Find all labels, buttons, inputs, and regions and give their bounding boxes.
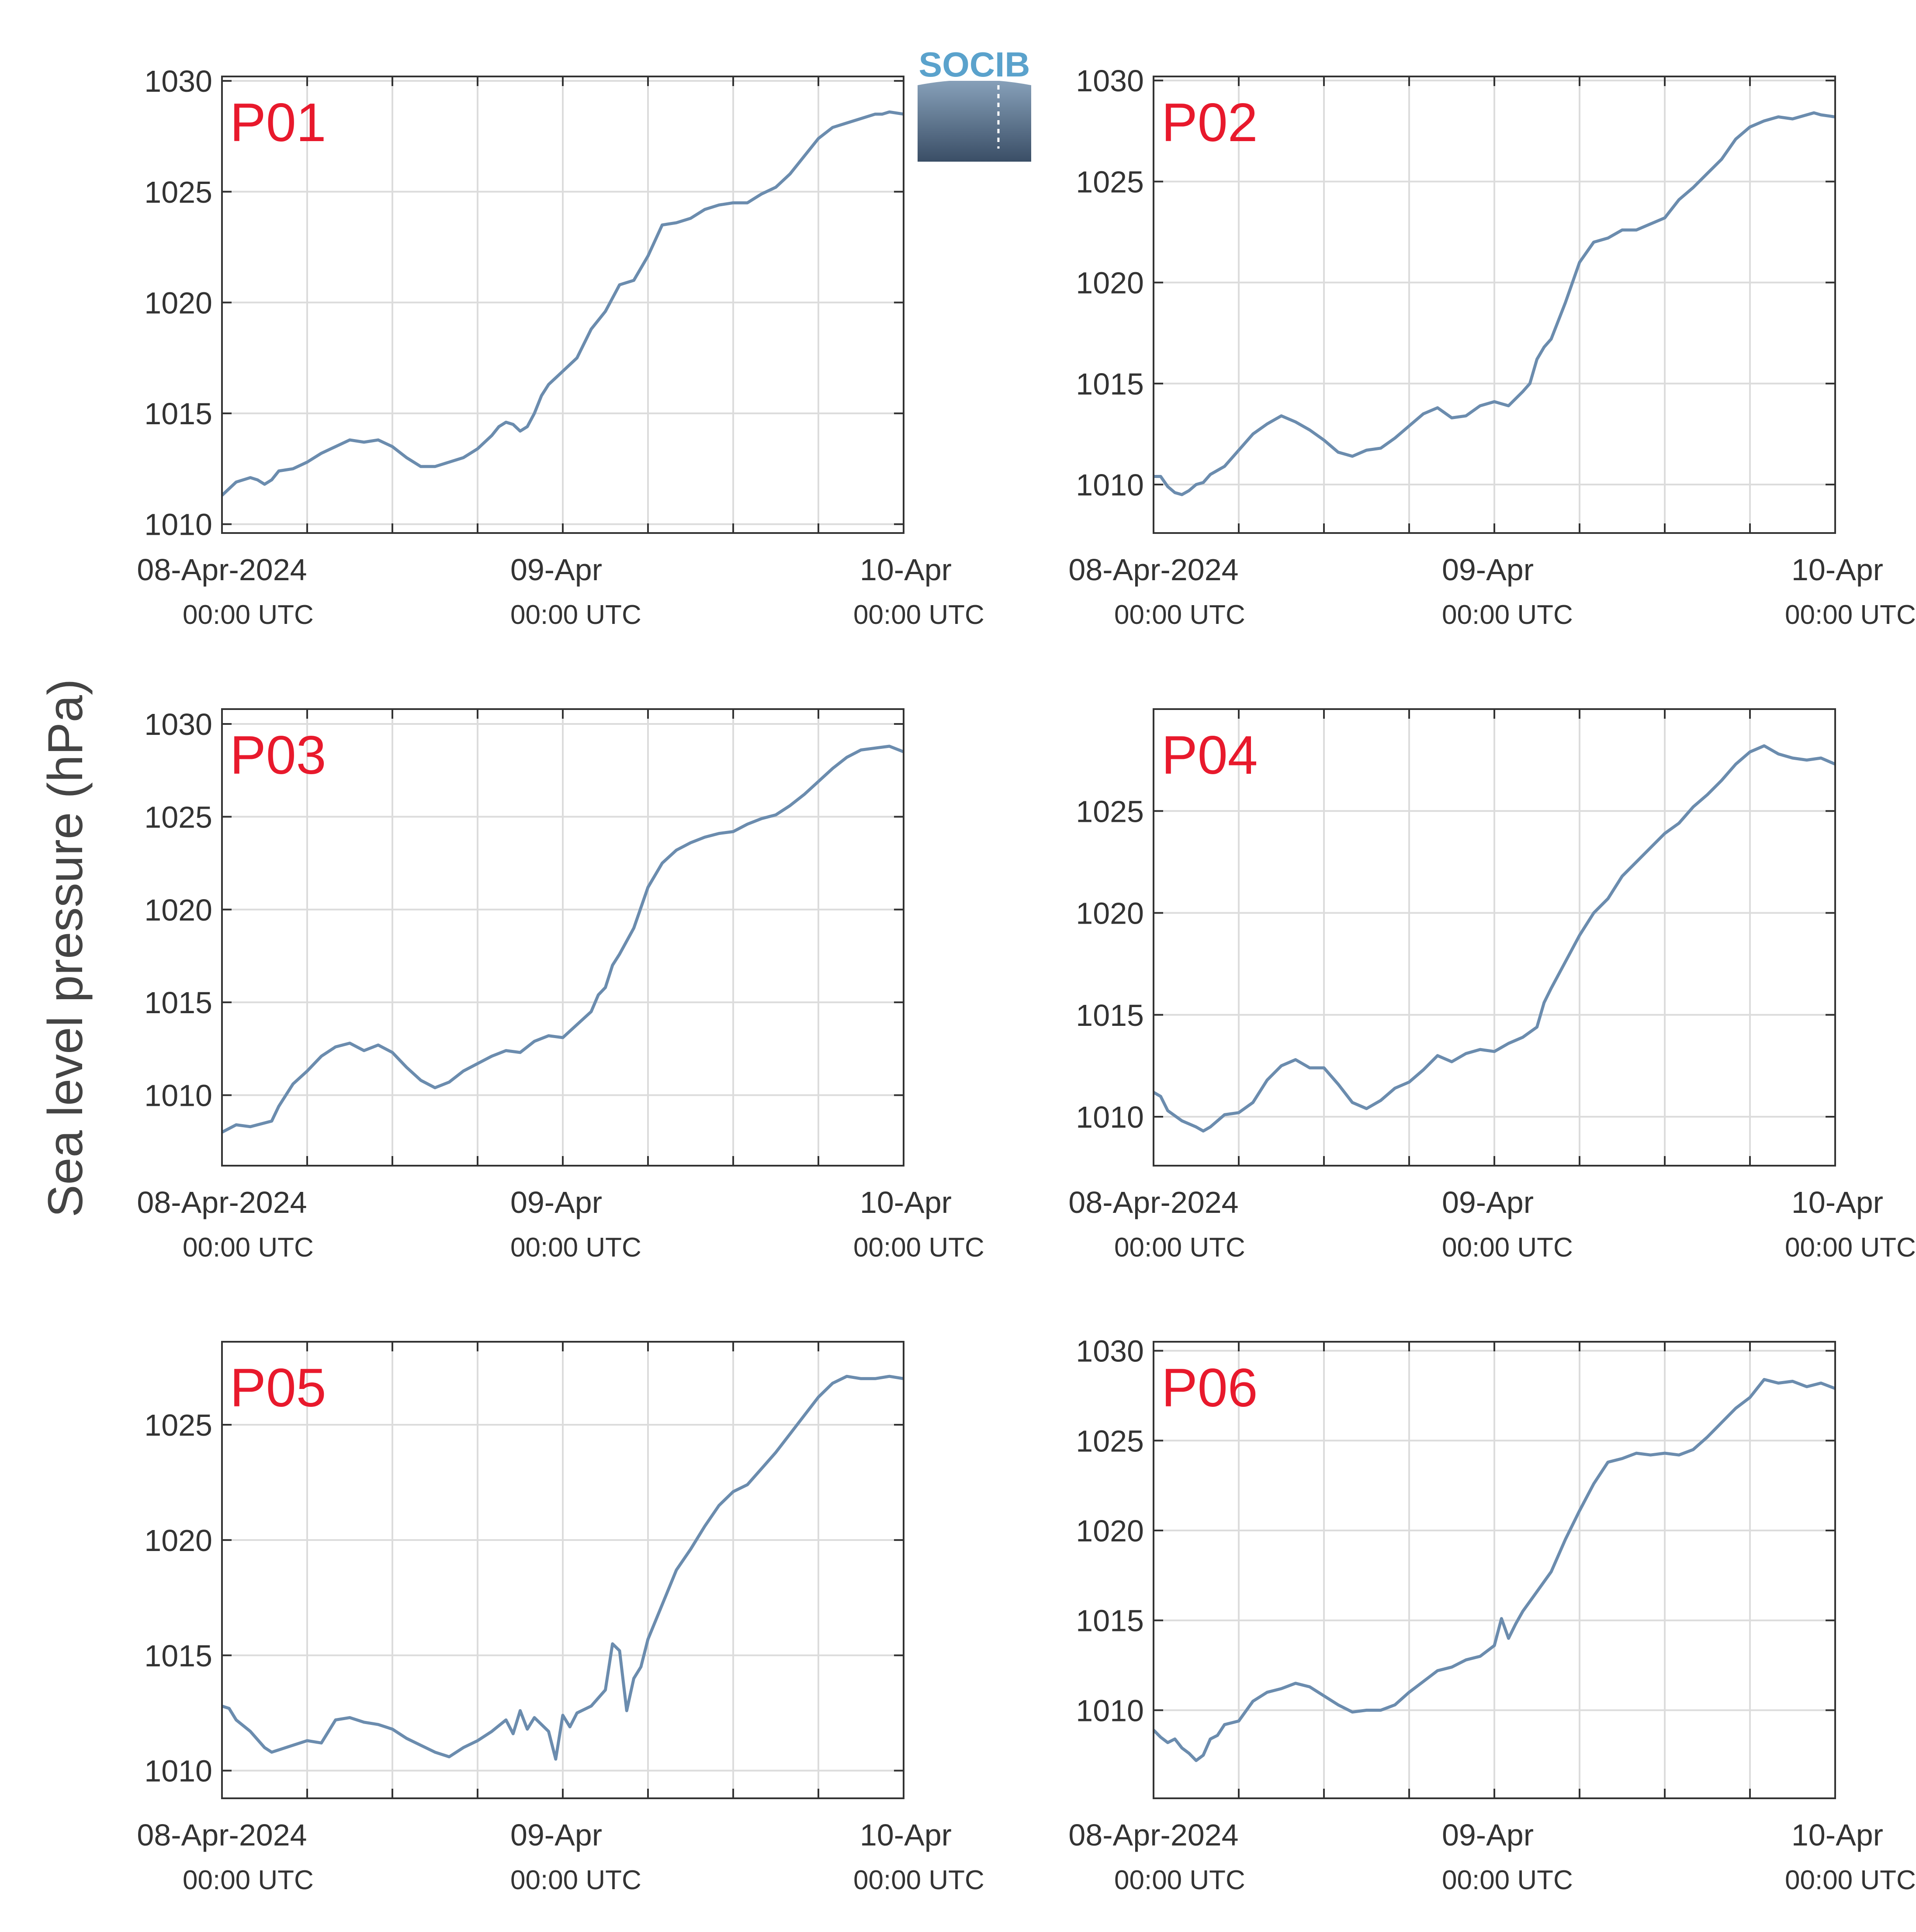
- x-tick-label-date: 08-Apr-2024: [137, 1818, 307, 1852]
- x-tick-label-date: 08-Apr-2024: [1068, 553, 1238, 587]
- y-tick-label: 1025: [144, 800, 212, 834]
- logo-wave: [918, 75, 1031, 85]
- y-tick-label: 1020: [144, 893, 212, 927]
- panel-p04: 1010 1015 1020 1025 08-Apr-2024 00:00 UTC 09-A…: [1068, 708, 1916, 1263]
- panel-p01: 1010 1015 1020 1025 1030 08-Apr-2024 00:00 UTC…: [137, 64, 984, 630]
- x-tick-label-time: 00:00 UTC: [510, 1865, 641, 1895]
- x-tick-label-date: 10-Apr: [1791, 1818, 1883, 1852]
- series-line: [1152, 1378, 1836, 1762]
- chart-panels: 1010 1015 1020 1025 1030 08-Apr-2024 00:00 UTC…: [137, 64, 1916, 1895]
- y-tick-label: 1025: [144, 175, 212, 209]
- x-tick-label-date: 09-Apr: [1442, 553, 1534, 587]
- x-tick-label-time: 00:00 UTC: [853, 1233, 984, 1263]
- x-tick-label-time: 00:00 UTC: [183, 1233, 314, 1263]
- y-tick-label: 1015: [1076, 1604, 1144, 1638]
- x-tick-label-date: 09-Apr: [1442, 1185, 1534, 1219]
- y-tick-label: 1010: [144, 1754, 212, 1788]
- panel-title: P04: [1161, 725, 1258, 786]
- x-tick-label-date: 10-Apr: [860, 1185, 952, 1219]
- x-tick-label-time: 00:00 UTC: [183, 600, 314, 630]
- x-tick-label-time: 00:00 UTC: [1114, 1865, 1245, 1895]
- panel-p06: 1010 1015 1020 1025 1030 08-Apr-2024 00:00 UTC…: [1068, 1334, 1916, 1895]
- series-line: [221, 744, 904, 1134]
- logo-backdrop: [918, 46, 1031, 81]
- x-tick-label-date: 09-Apr: [510, 1818, 602, 1852]
- y-tick-label: 1015: [1076, 998, 1144, 1032]
- x-tick-label-date: 09-Apr: [510, 553, 602, 587]
- logo-gradient-block: [918, 72, 1031, 162]
- y-tick-label: 1015: [1076, 367, 1144, 401]
- y-tick-label: 1020: [144, 286, 212, 320]
- panel-title: P03: [230, 725, 326, 786]
- y-tick-label: 1010: [1076, 468, 1144, 502]
- x-tick-label-date: 08-Apr-2024: [137, 1185, 307, 1219]
- y-tick-label: 1010: [1076, 1693, 1144, 1728]
- x-tick-label-time: 00:00 UTC: [1442, 1865, 1573, 1895]
- y-tick-label: 1020: [1076, 897, 1144, 931]
- y-tick-label: 1010: [144, 1079, 212, 1113]
- panel-title: P01: [230, 93, 326, 153]
- x-tick-label-date: 10-Apr: [1791, 553, 1883, 587]
- x-tick-label-date: 08-Apr-2024: [137, 553, 307, 587]
- socib-logo: SOCIB: [918, 45, 1031, 162]
- y-tick-label: 1030: [1076, 64, 1144, 98]
- series-line: [221, 1375, 904, 1761]
- y-tick-label: 1015: [144, 397, 212, 431]
- x-tick-label-time: 00:00 UTC: [1785, 1233, 1916, 1263]
- panel-p05: 1010 1015 1020 1025 08-Apr-2024 00:00 UTC 09-A…: [137, 1341, 984, 1895]
- y-tick-label: 1025: [1076, 165, 1144, 199]
- logo-text: SOCIB: [919, 45, 1030, 84]
- y-tick-label: 1025: [1076, 1424, 1144, 1458]
- x-tick-label-date: 10-Apr: [860, 553, 952, 587]
- panel-p02: 1010 1015 1020 1025 1030 08-Apr-2024 00:00 UTC…: [1068, 64, 1916, 630]
- panel-title: P02: [1161, 93, 1258, 153]
- x-tick-label-date: 08-Apr-2024: [1068, 1185, 1238, 1219]
- y-tick-label: 1015: [144, 1639, 212, 1673]
- y-tick-label: 1010: [144, 508, 212, 542]
- y-tick-label: 1030: [1076, 1334, 1144, 1368]
- x-tick-label-time: 00:00 UTC: [510, 1233, 641, 1263]
- panel-p03: 1010 1015 1020 1025 1030 08-Apr-2024 00:00 UTC…: [137, 707, 984, 1263]
- y-tick-label: 1030: [144, 707, 212, 741]
- x-tick-label-time: 00:00 UTC: [853, 1865, 984, 1895]
- y-tick-label: 1025: [144, 1408, 212, 1442]
- y-axis-label: Sea level pressure (hPa): [38, 679, 93, 1218]
- series-line: [1153, 744, 1836, 1133]
- y-tick-label: 1020: [144, 1523, 212, 1558]
- y-tick-label: 1030: [144, 64, 212, 98]
- x-tick-label-date: 09-Apr: [1442, 1818, 1534, 1852]
- x-tick-label-time: 00:00 UTC: [183, 1865, 314, 1895]
- x-tick-label-date: 10-Apr: [1791, 1185, 1883, 1219]
- x-tick-label-time: 00:00 UTC: [1114, 1233, 1245, 1263]
- panel-title: P05: [230, 1358, 326, 1418]
- x-tick-label-time: 00:00 UTC: [1442, 1233, 1573, 1263]
- y-tick-label: 1025: [1076, 794, 1144, 828]
- y-tick-label: 1010: [1076, 1100, 1144, 1134]
- x-tick-label-time: 00:00 UTC: [510, 600, 641, 630]
- x-tick-label-time: 00:00 UTC: [1785, 600, 1916, 630]
- x-tick-label-date: 08-Apr-2024: [1068, 1818, 1238, 1852]
- y-tick-label: 1020: [1076, 1514, 1144, 1548]
- y-axis-title: Sea level pressure (hPa): [38, 679, 93, 1218]
- x-tick-label-date: 09-Apr: [510, 1185, 602, 1219]
- y-tick-label: 1015: [144, 986, 212, 1020]
- y-tick-label: 1020: [1076, 266, 1144, 300]
- x-tick-label-time: 00:00 UTC: [1114, 600, 1245, 630]
- x-tick-label-date: 10-Apr: [860, 1818, 952, 1852]
- x-tick-label-time: 00:00 UTC: [853, 600, 984, 630]
- x-tick-label-time: 00:00 UTC: [1442, 600, 1573, 630]
- x-tick-label-time: 00:00 UTC: [1785, 1865, 1916, 1895]
- series-line: [1154, 111, 1836, 496]
- series-line: [221, 110, 904, 497]
- panel-title: P06: [1161, 1358, 1258, 1418]
